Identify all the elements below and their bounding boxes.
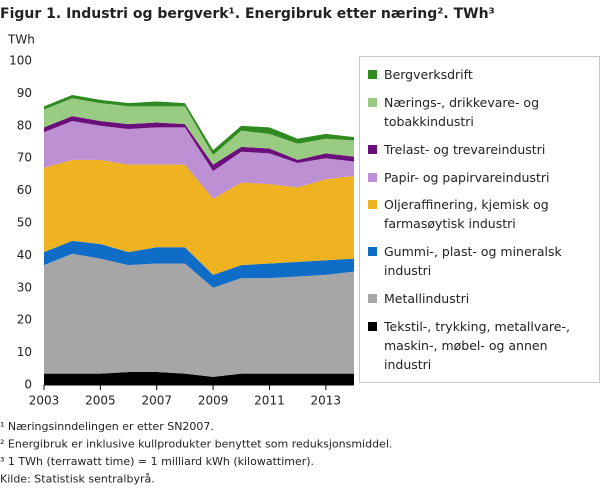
legend-label: Bergverksdrift: [384, 67, 473, 83]
y-tick-label: 50: [17, 216, 32, 230]
x-tick-label: 2009: [198, 394, 229, 408]
legend-item: Papir- og papirvareindustri: [368, 168, 591, 187]
legend-swatch: [368, 172, 377, 182]
y-tick-label: 70: [17, 151, 32, 165]
area: [44, 372, 354, 385]
footnote: ¹ Næringsinndelingen er etter SN2007.: [0, 420, 214, 433]
y-tick-label: 10: [17, 345, 32, 359]
legend-item: Bergverksdrift: [368, 65, 591, 84]
y-tick-label: 90: [17, 86, 32, 100]
y-axis-label: TWh: [7, 33, 35, 47]
legend-swatch: [368, 98, 377, 108]
y-tick-label: 30: [17, 280, 32, 294]
legend-label: Tekstil-, trykking, metallvare-, maskin-…: [384, 318, 570, 372]
footnote: ² Energibruk er inklusive kullprodukter …: [0, 438, 392, 451]
legend-swatch: [368, 321, 377, 331]
legend-item: Metallindustri: [368, 289, 591, 308]
legend-swatch: [368, 293, 377, 303]
legend-label: Papir- og papirvareindustri: [384, 169, 550, 185]
legend-swatch: [368, 200, 377, 210]
area: [44, 253, 354, 377]
chart-title: Figur 1. Industri og bergverk¹. Energibr…: [0, 6, 495, 22]
legend: Bergverksdrift Nærings-, drikkevare- og t…: [359, 56, 600, 383]
y-tick-label: 0: [24, 378, 32, 392]
y-tick-label: 60: [17, 183, 32, 197]
x-tick-label: 2011: [254, 394, 285, 408]
legend-label: Gummi-, plast- og mineralsk industri: [384, 244, 562, 279]
area: [44, 98, 354, 165]
area: [44, 159, 354, 275]
x-tick-label: 2005: [85, 394, 116, 408]
y-tick-label: 100: [9, 54, 32, 68]
legend-label: Oljeraffinering, kjemisk og farmasøytisk…: [384, 197, 549, 232]
legend-item: Nærings-, drikkevare- og tobakkindustri: [368, 93, 591, 131]
footnote: Kilde: Statistisk sentralbyrå.: [0, 473, 155, 486]
y-tick-label: 40: [17, 248, 32, 262]
area: [44, 120, 354, 199]
legend-item: Trelast- og trevareindustri: [368, 140, 591, 159]
legend-item: Gummi-, plast- og mineralsk industri: [368, 242, 591, 280]
x-tick-label: 2007: [141, 394, 172, 408]
legend-swatch: [368, 144, 377, 154]
legend-item: Tekstil-, trykking, metallvare-, maskin-…: [368, 317, 591, 374]
legend-item: Oljeraffinering, kjemisk og farmasøytisk…: [368, 195, 591, 233]
area: [44, 240, 354, 288]
legend-swatch: [368, 247, 377, 257]
y-tick-label: 80: [17, 118, 32, 132]
legend-label: Trelast- og trevareindustri: [384, 141, 546, 157]
x-tick-label: 2003: [29, 394, 60, 408]
legend-label: Metallindustri: [384, 290, 470, 306]
footnote: ³ 1 TWh (terrawatt time) = 1 milliard kW…: [0, 455, 314, 468]
x-tick-label: 2013: [311, 394, 342, 408]
y-tick-label: 20: [17, 313, 32, 327]
legend-label: Nærings-, drikkevare- og tobakkindustri: [384, 95, 540, 130]
legend-swatch: [368, 70, 377, 80]
